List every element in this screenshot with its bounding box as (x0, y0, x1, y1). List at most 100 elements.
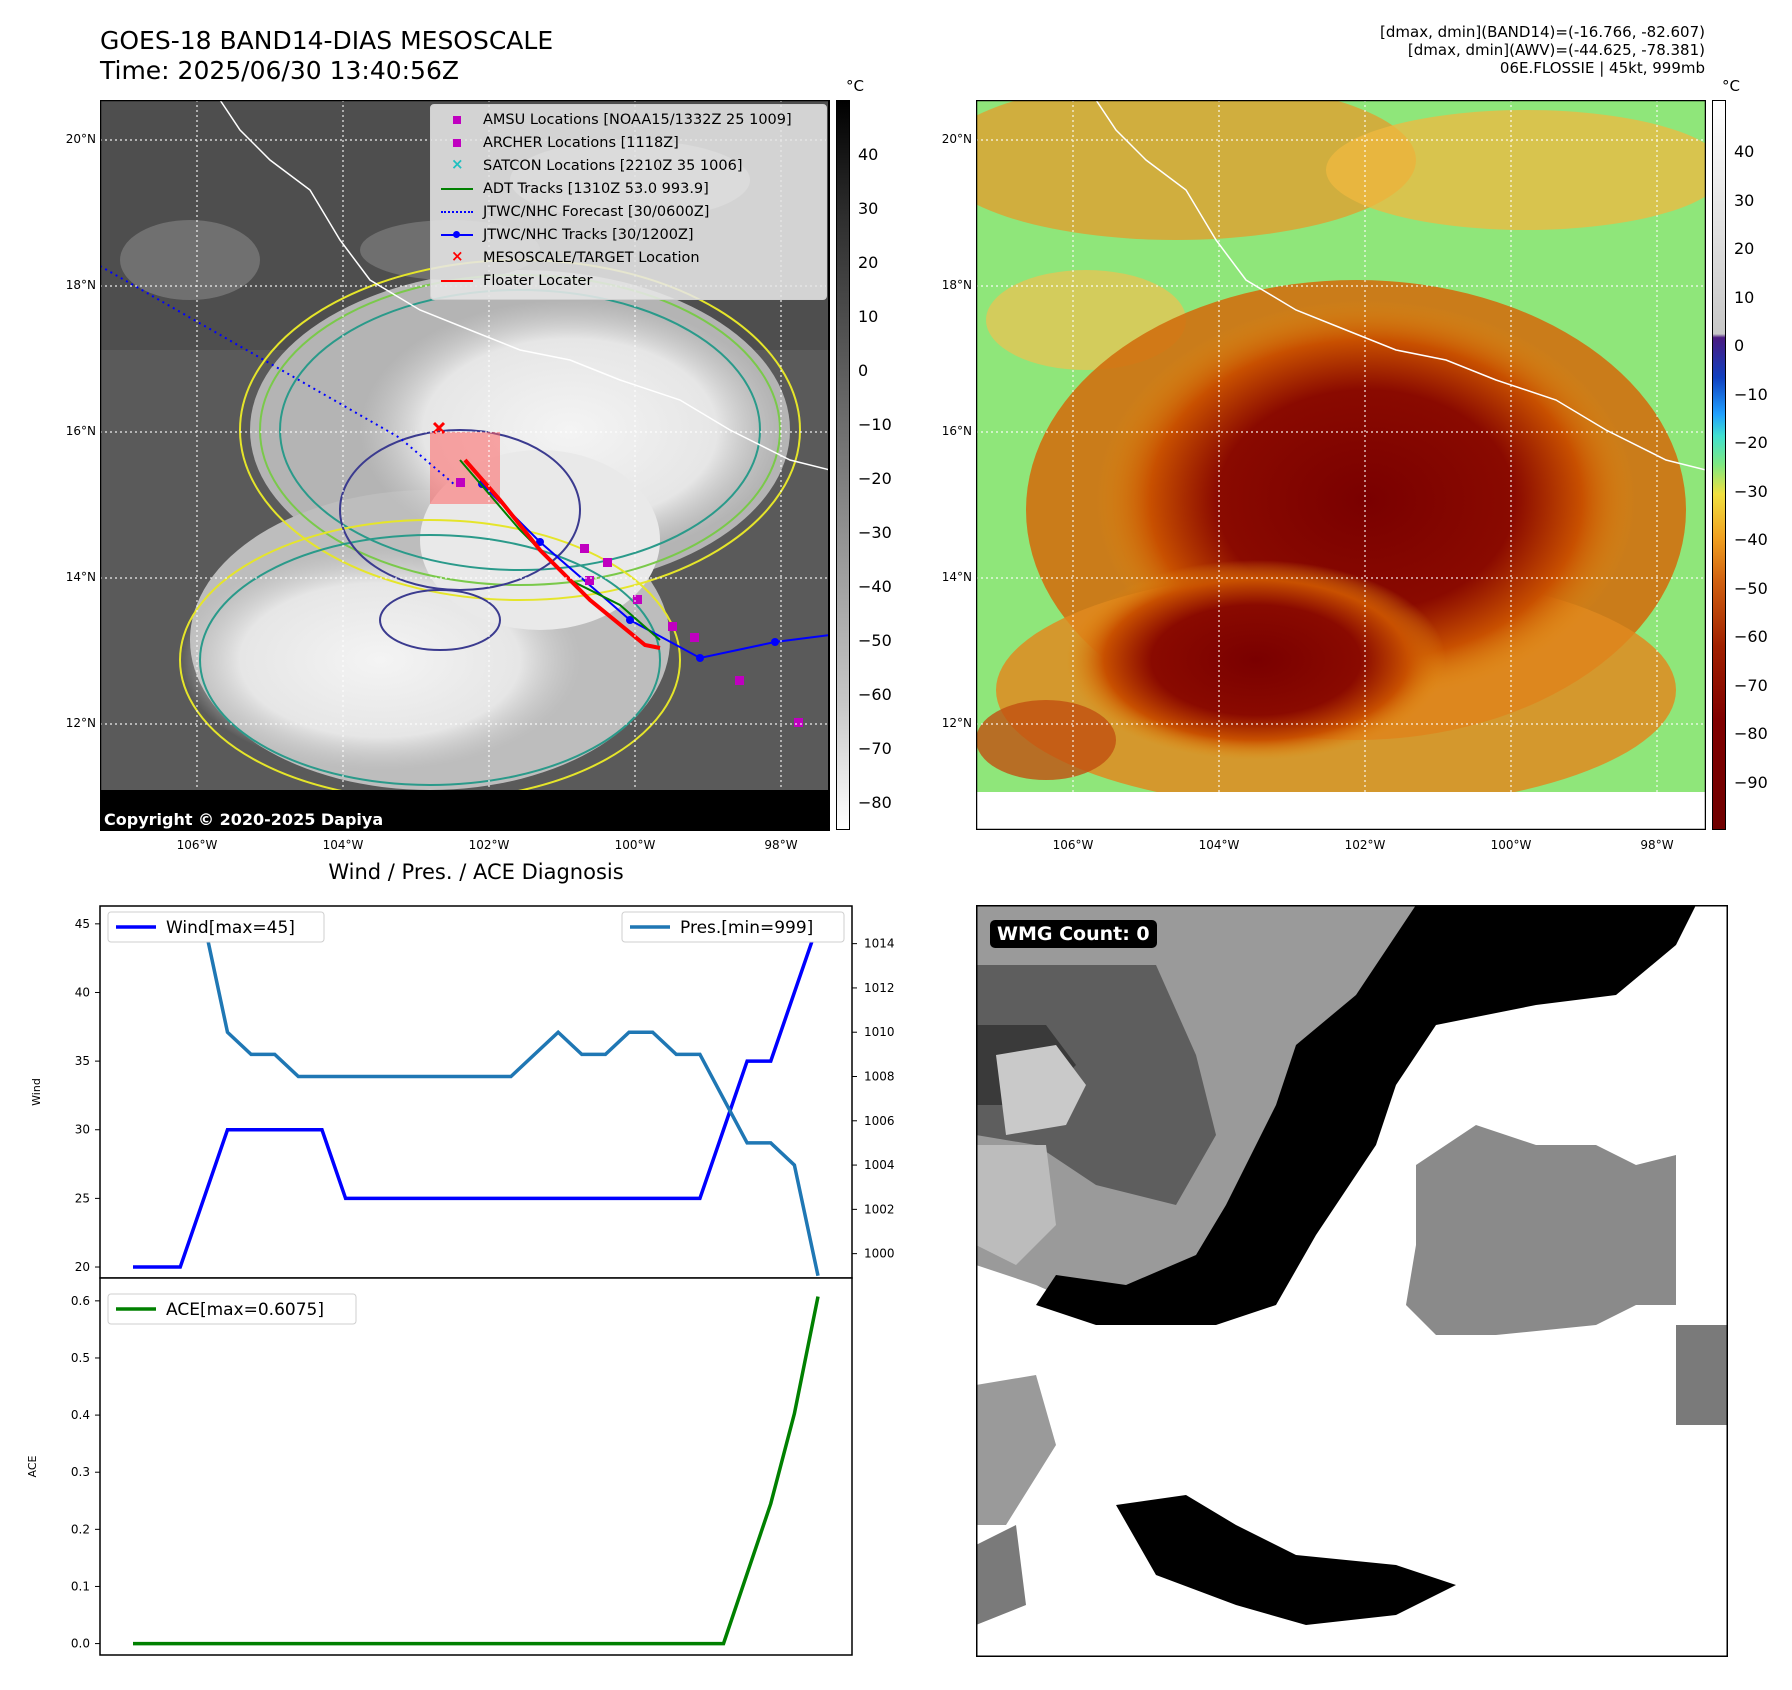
pres-ytick-label: 1010 (864, 1025, 895, 1039)
legend-label: AMSU Locations [NOAA15/1332Z 25 1009] (483, 112, 792, 128)
lon-tick-label: 106°W (176, 838, 218, 852)
lon-tick-label: 104°W (1198, 838, 1240, 852)
colorbar-tick-label: −80 (858, 793, 892, 812)
lon-tick-label: 104°W (322, 838, 364, 852)
ir-color-map (976, 100, 1706, 830)
series-line-pressure (133, 919, 820, 1277)
legend-item: Floater Locater (439, 270, 592, 292)
pres-ytick-label: 1004 (864, 1158, 895, 1172)
legend-label: Floater Locater (483, 273, 593, 289)
lat-tick-label: 18°N (65, 278, 96, 292)
wind-ytick-label: 25 (75, 1191, 90, 1205)
lon-tick-label: 100°W (614, 838, 656, 852)
colorbar-tick-label: 30 (1734, 190, 1755, 210)
colorbar-tick-label: −30 (1734, 481, 1768, 501)
lat-tick-label: 20°N (65, 132, 96, 146)
diagnosis-title: Wind / Pres. / ACE Diagnosis (328, 860, 624, 884)
map-legend: AMSU Locations [NOAA15/1332Z 25 1009] ARC… (430, 104, 827, 300)
pres-ytick-label: 1014 (864, 937, 895, 951)
wind-legend-label: Wind[max=45] (166, 918, 295, 938)
title-line-1: GOES-18 BAND14-DIAS MESOSCALE (100, 26, 554, 55)
legend-marker-icon (439, 182, 475, 196)
ace-axes (99, 1277, 853, 1656)
colorbar-tick-label: 40 (858, 145, 879, 164)
colorbar-tick-label: 0 (1734, 336, 1745, 355)
colorbar-tick-label: −30 (858, 523, 892, 542)
wind-ylabel: Wind (30, 1078, 43, 1106)
colorbar-tick-label: −40 (858, 577, 892, 596)
colorbar-tick-label: −70 (858, 739, 892, 758)
series-line-ace (133, 1296, 820, 1646)
wind-pres-ace-chart: 20 25 30 35 40 45 1000 1002 1004 1006 1008 1010 1012… (26, 905, 895, 1656)
wind-ytick-label: 40 (75, 985, 90, 999)
colorbar-tick-label: −60 (1734, 627, 1768, 646)
colorbar-tick-label: −90 (1734, 772, 1768, 792)
lat-tick-label: 14°N (941, 570, 972, 584)
pres-legend-label: Pres.[min=999] (680, 918, 813, 938)
legend-item: ARCHER Locations [1118Z] (439, 132, 679, 154)
colorbar-tick-label: −60 (858, 685, 892, 704)
colorbar-gray-unit: °C (846, 77, 864, 95)
lat-tick-label: 16°N (941, 424, 972, 438)
legend-marker-icon (439, 205, 475, 219)
colorbar-tick-label: −80 (1734, 724, 1768, 743)
lon-tick-label: 98°W (1640, 838, 1674, 852)
ace-ytick-label: 0.3 (71, 1465, 90, 1479)
lon-ticks-left: 106°W 104°W 102°W 100°W 98°W (100, 838, 830, 858)
colorbar-tick-label: 10 (1734, 287, 1755, 307)
legend-label: ARCHER Locations [1118Z] (483, 135, 679, 151)
legend-label: ADT Tracks [1310Z 53.0 993.9] (483, 181, 709, 197)
wmg-count-badge: WMG Count: 0 (990, 920, 1157, 948)
colorbar-tick-label: −10 (1734, 384, 1768, 404)
lat-ticks-right: 20°N 18°N 16°N 14°N 12°N (916, 100, 972, 830)
figure-title: GOES-18 BAND14-DIAS MESOSCALE Time: 2025… (100, 26, 553, 86)
legend-marker-icon: × (451, 247, 464, 265)
colorbar-color-unit: °C (1722, 77, 1740, 95)
pres-ytick-label: 1002 (864, 1202, 895, 1216)
colorbar-tick-label: 20 (1734, 239, 1755, 258)
best-track (481, 483, 828, 660)
lat-ticks-left: 20°N 18°N 16°N 14°N 12°N (40, 100, 96, 830)
colorbar-tick-label: 30 (858, 199, 879, 218)
wind-legend-box (107, 911, 325, 943)
colorbar-tick-label: −40 (1734, 530, 1768, 549)
lat-tick-label: 20°N (941, 132, 972, 146)
pres-ytick-label: 1000 (864, 1247, 895, 1261)
colorbar-tick-label: −10 (858, 415, 892, 434)
ace-legend-box (107, 1293, 357, 1325)
lon-tick-label: 106°W (1052, 838, 1094, 852)
lon-tick-label: 102°W (1344, 838, 1386, 852)
pres-ytick-label: 1012 (864, 981, 895, 995)
info-line-1: [dmax, dmin](BAND14)=(-16.766, -82.607) (1380, 23, 1705, 41)
lat-tick-label: 12°N (941, 716, 972, 730)
lon-tick-label: 98°W (764, 838, 798, 852)
ace-ytick-label: 0.4 (71, 1408, 90, 1422)
info-line-2: [dmax, dmin](AWV)=(-44.625, -78.381) (1407, 41, 1705, 59)
colorbar-gray (836, 100, 850, 830)
ace-legend-label: ACE[max=0.6075] (166, 1300, 324, 1320)
legend-marker-icon (439, 113, 475, 127)
lon-tick-label: 102°W (468, 838, 510, 852)
colorbar-tick-label: −70 (1734, 675, 1768, 695)
legend-item: JTWC/NHC Forecast [30/0600Z] (439, 201, 709, 223)
wind-ytick-label: 45 (75, 917, 90, 931)
legend-marker-icon (439, 274, 475, 288)
wmg-panel (976, 905, 1728, 1657)
legend-item: AMSU Locations [NOAA15/1332Z 25 1009] (439, 109, 792, 131)
colorbar-tick-label: −50 (858, 631, 892, 650)
colorbar-tick-label: −50 (1734, 578, 1768, 598)
colorbar-tick-label: 20 (858, 253, 879, 272)
lat-tick-label: 16°N (65, 424, 96, 438)
legend-item: × MESOSCALE/TARGET Location (439, 247, 700, 269)
legend-label: SATCON Locations [2210Z 35 1006] (483, 158, 743, 174)
legend-item: × SATCON Locations [2210Z 35 1006] (439, 155, 742, 177)
storm-info: [dmax, dmin](BAND14)=(-16.766, -82.607) … (1380, 23, 1705, 77)
legend-label: JTWC/NHC Tracks [30/1200Z] (483, 227, 694, 243)
lon-tick-label: 100°W (1490, 838, 1532, 852)
ace-ytick-label: 0.5 (71, 1351, 90, 1365)
wind-ytick-label: 35 (75, 1054, 90, 1068)
pres-ytick-label: 1006 (864, 1114, 895, 1128)
wind-ytick-label: 20 (75, 1260, 90, 1274)
colorbar-tick-label: 10 (858, 307, 879, 326)
series-line-wind (133, 923, 820, 1269)
